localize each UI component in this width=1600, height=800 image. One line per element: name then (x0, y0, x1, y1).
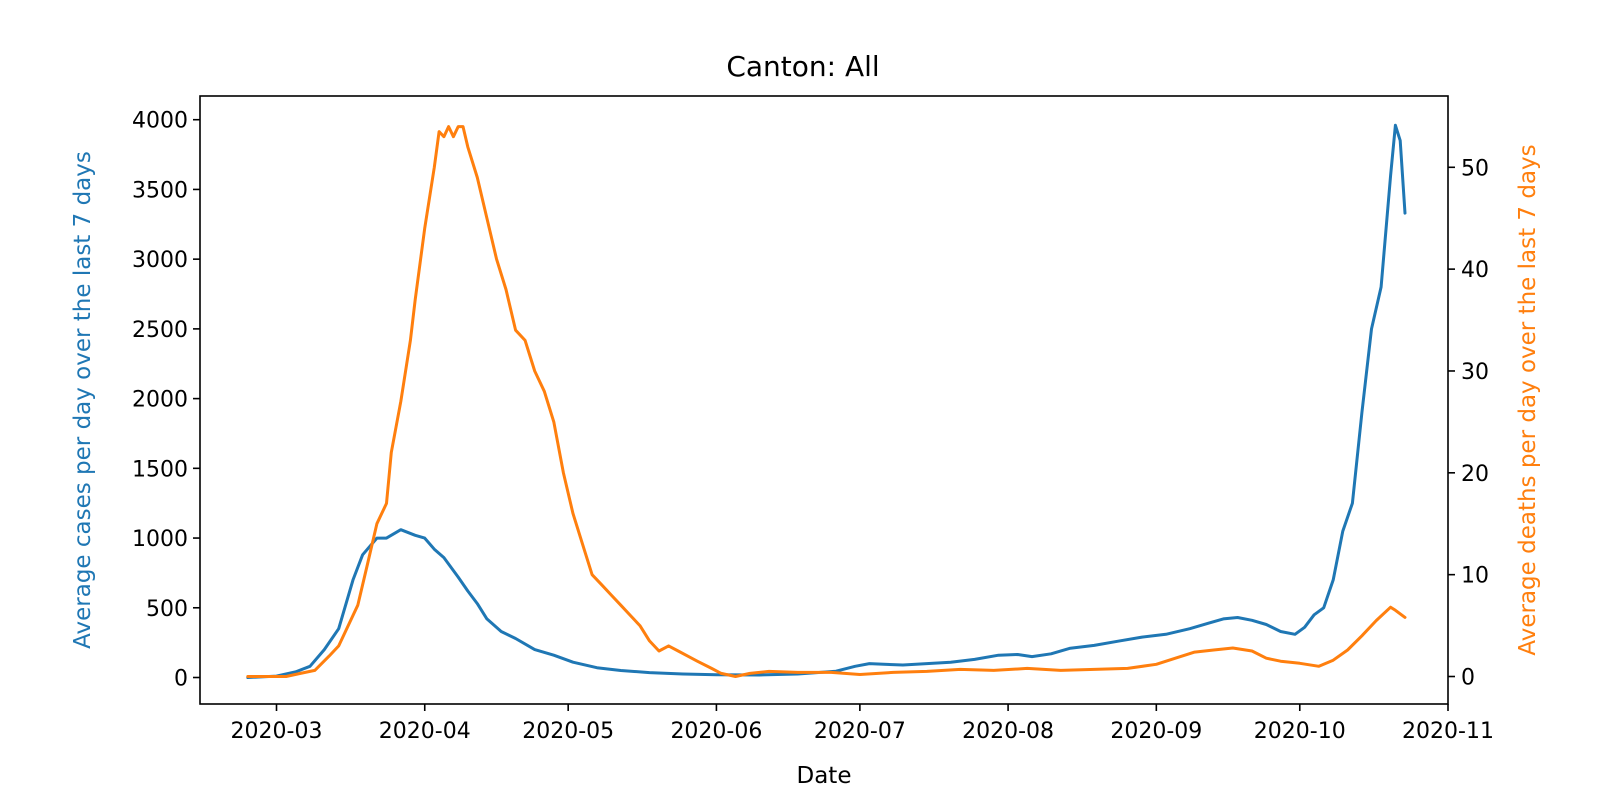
left-tick-label: 1500 (132, 457, 188, 482)
x-axis: 2020-03 2020-04 2020-05 2020-06 2020-07 2020-… (231, 704, 1494, 744)
x-tick-label: 2020-05 (522, 719, 614, 744)
right-axis-label: Average deaths per day over the last 7 d… (1515, 144, 1541, 655)
x-tick-label: 2020-07 (814, 719, 906, 744)
left-axis: 0 500 1000 1500 2000 2500 3000 3500 4000 (132, 109, 200, 692)
x-tick-label: 2020-11 (1402, 719, 1494, 744)
x-tick-label: 2020-03 (231, 719, 323, 744)
series-line-cases (246, 123, 1407, 679)
right-tick-label: 20 (1461, 462, 1489, 487)
series-layer (246, 123, 1407, 679)
plot-frame (199, 95, 1449, 705)
x-tick-label: 2020-06 (670, 719, 762, 744)
right-tick-label: 0 (1461, 666, 1475, 691)
left-tick-label: 3000 (132, 248, 188, 273)
left-tick-label: 1000 (132, 527, 188, 552)
series-line-deaths (246, 125, 1407, 678)
right-axis: 0 10 20 30 40 50 (1448, 156, 1489, 691)
left-tick-label: 2000 (132, 388, 188, 413)
x-tick-label: 2020-04 (379, 719, 471, 744)
left-tick-label: 500 (146, 597, 188, 622)
chart-title: Canton: All (726, 50, 879, 83)
left-tick-label: 4000 (132, 109, 188, 134)
x-tick-label: 2020-09 (1110, 719, 1202, 744)
left-tick-label: 0 (174, 667, 188, 692)
x-axis-label: Date (797, 763, 852, 789)
right-tick-label: 50 (1461, 156, 1489, 181)
x-tick-label: 2020-08 (962, 719, 1054, 744)
x-tick-label: 2020-10 (1254, 719, 1346, 744)
left-tick-label: 3500 (132, 178, 188, 203)
right-tick-label: 40 (1461, 258, 1489, 283)
right-tick-label: 10 (1461, 564, 1489, 589)
left-tick-label: 2500 (132, 318, 188, 343)
left-axis-label: Average cases per day over the last 7 da… (70, 151, 96, 649)
right-tick-label: 30 (1461, 360, 1489, 385)
